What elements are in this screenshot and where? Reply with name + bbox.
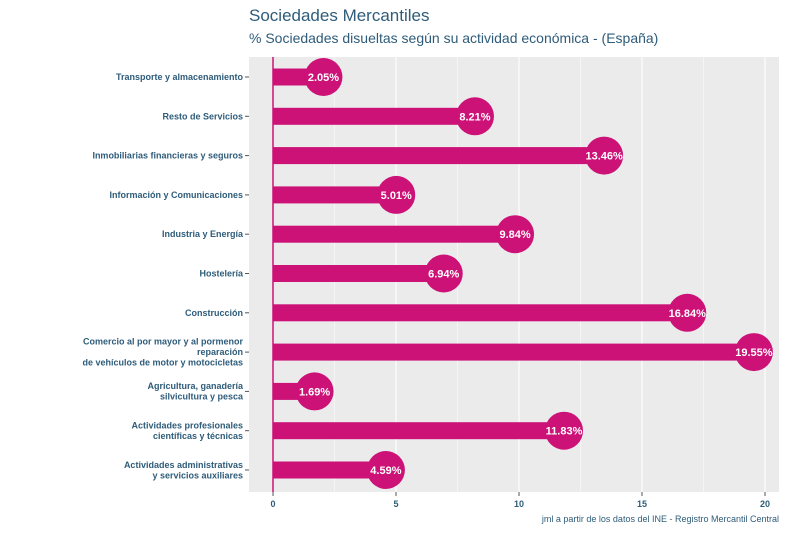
x-tick-label: 15 (637, 499, 647, 509)
bar (273, 107, 475, 125)
value-bubble (734, 333, 773, 372)
bar (273, 343, 754, 361)
data-label: 19.55% (735, 347, 773, 359)
value-bubble (496, 215, 535, 254)
bar (273, 422, 565, 440)
value-bubble (455, 97, 494, 136)
value-bubble (545, 411, 584, 450)
category-label: Agricultura, ganadería silvicultura y pes… (147, 381, 244, 402)
value-bubble (366, 451, 405, 489)
data-label: 2.05% (308, 72, 339, 84)
category-labels: Transporte y almacenamiento Resto de Serv… (82, 72, 249, 480)
data-label: 1.69% (299, 386, 330, 398)
category-label: Resto de Servicios (162, 111, 243, 121)
value-bubble (377, 175, 416, 214)
data-label: 4.59% (370, 465, 401, 477)
x-tick-label: 5 (393, 499, 398, 509)
chart-title: Sociedades Mercantiles (249, 6, 430, 25)
x-tick-label: 10 (514, 499, 524, 509)
bars (272, 57, 754, 492)
category-label: Hostelería (199, 269, 244, 279)
value-bubble (585, 136, 624, 175)
x-tick-label: 20 (760, 499, 770, 509)
chart-subtitle: % Sociedades disueltas según su activida… (249, 30, 659, 46)
data-label: 13.46% (585, 151, 623, 163)
category-label: Información y Comunicaciones (109, 190, 243, 200)
chart-caption: jml a partir de los datos del INE - Regi… (541, 514, 779, 524)
value-bubble (668, 293, 707, 332)
category-label: Transporte y almacenamiento (116, 72, 244, 82)
bar (273, 304, 688, 322)
value-bubble (295, 372, 334, 411)
category-label: Actividades administrativas y servicios a… (124, 460, 243, 481)
value-bubble (424, 254, 463, 293)
bar (273, 186, 397, 204)
data-label: 9.84% (499, 229, 530, 241)
bar (273, 461, 386, 479)
category-label: Industria y Energía (162, 229, 244, 239)
data-label: 5.01% (381, 190, 412, 202)
data-label: 16.84% (669, 308, 707, 320)
bar (273, 147, 605, 165)
grid-lines (272, 57, 766, 492)
category-label: Actividades profesionales científicas y t… (131, 420, 243, 441)
value-bubble (304, 58, 343, 96)
bar (273, 265, 444, 282)
x-tick-label: 0 (270, 499, 275, 509)
data-label: 8.21% (459, 111, 490, 123)
category-label: Construcción (185, 308, 243, 318)
category-label: Inmobiliarias financieras y seguros (92, 151, 243, 161)
data-label: 11.83% (546, 426, 583, 438)
x-axis-ticks: 0 5 10 15 20 (270, 492, 770, 509)
bar (273, 225, 516, 243)
category-label: Comercio al por mayor y al pormenor repar… (82, 337, 243, 368)
bubbles: 2.05% 8.21% 13.46% 5.01% 9.84% 6.94% 16.84% 19.… (295, 58, 773, 489)
data-label: 6.94% (428, 269, 459, 281)
